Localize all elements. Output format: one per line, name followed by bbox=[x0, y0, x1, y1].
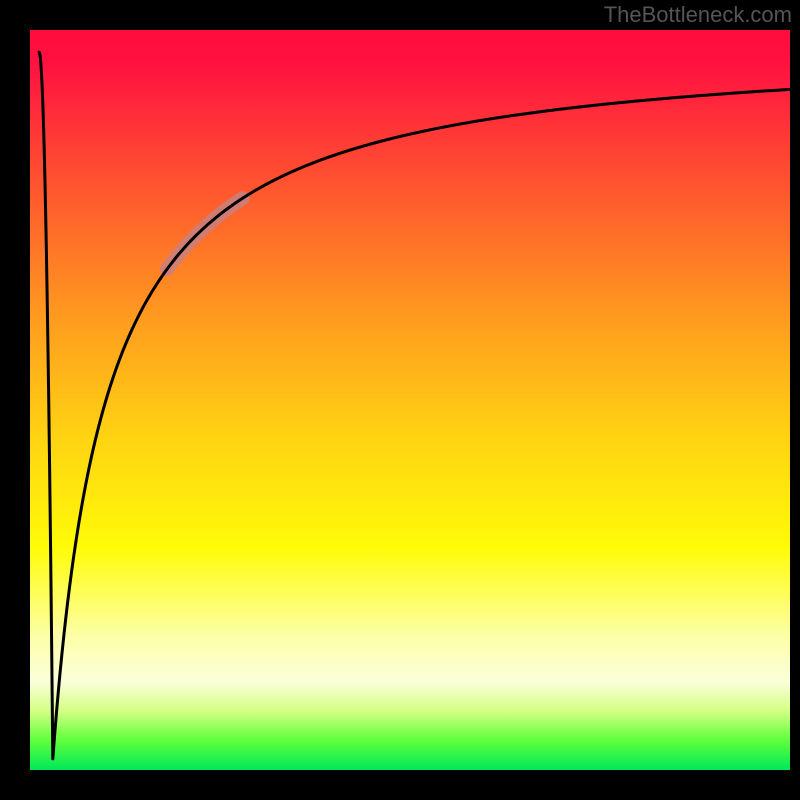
chart-svg bbox=[0, 0, 800, 800]
plot-area-gradient bbox=[30, 30, 790, 770]
bottleneck-chart: TheBottleneck.com bbox=[0, 0, 800, 800]
attribution-text: TheBottleneck.com bbox=[604, 2, 792, 28]
